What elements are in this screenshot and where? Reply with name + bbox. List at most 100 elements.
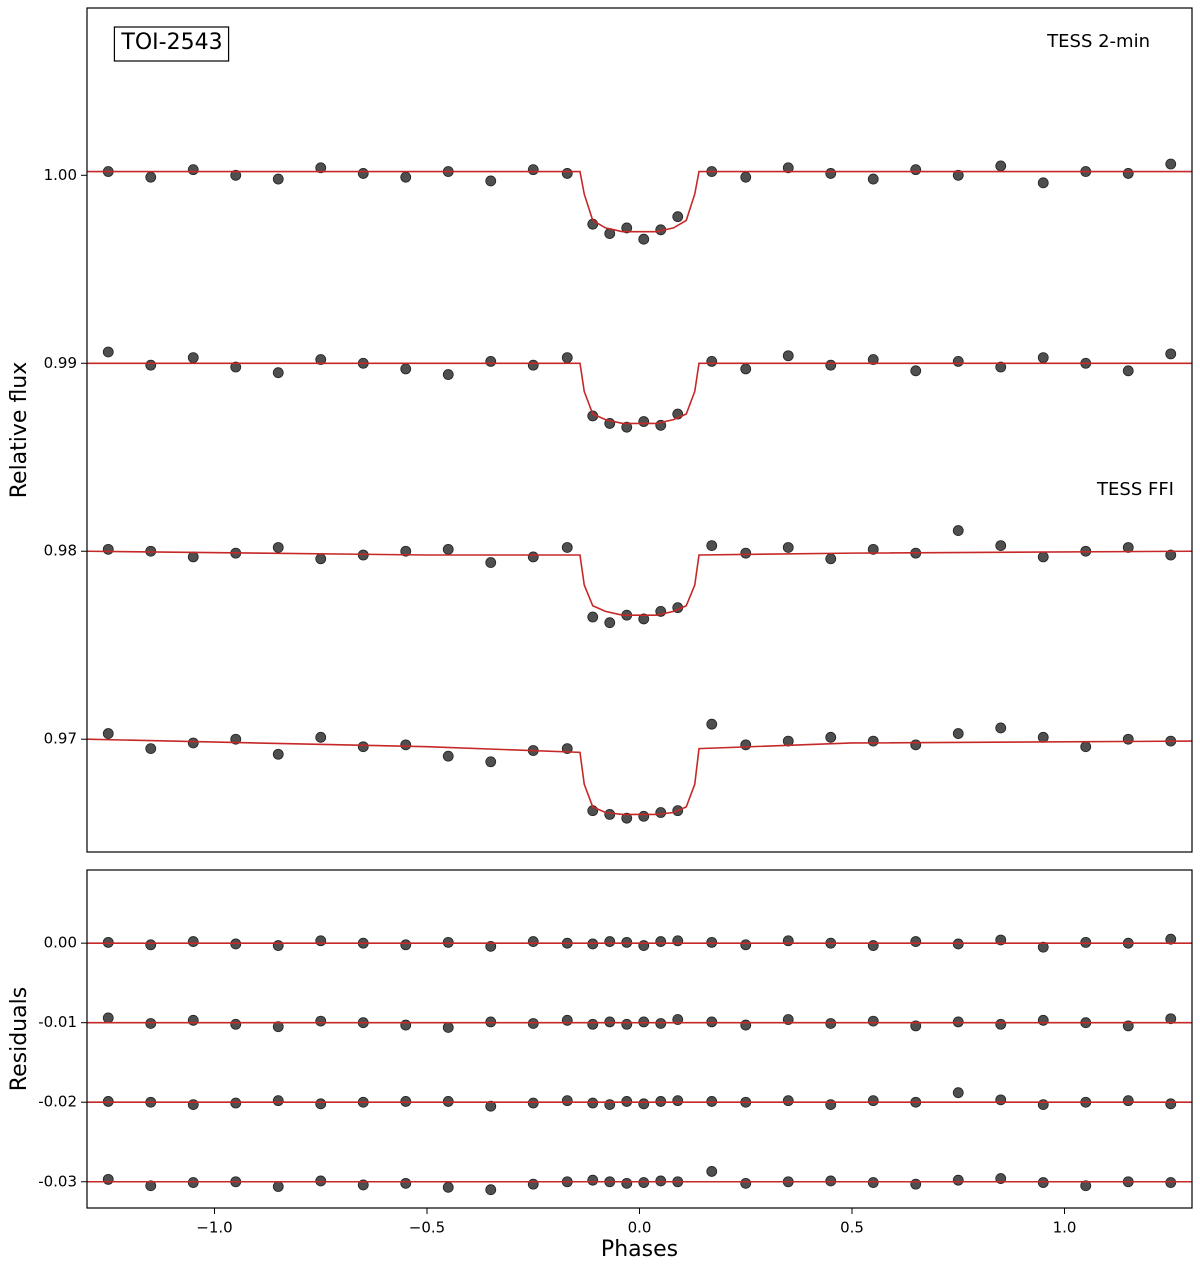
- x-tick-label: −1.0: [196, 1219, 232, 1237]
- binned-point: [604, 936, 616, 947]
- binned-point: [527, 551, 539, 563]
- binned-point: [1122, 1095, 1134, 1107]
- binned-point: [400, 171, 412, 183]
- binned-point: [740, 1019, 752, 1031]
- binned-point: [315, 553, 327, 565]
- binned-point: [740, 939, 752, 951]
- binned-point: [485, 175, 497, 187]
- binned-point: [315, 731, 327, 743]
- binned-point: [706, 1166, 718, 1177]
- binned-point: [102, 346, 114, 358]
- binned-point: [400, 939, 412, 951]
- binned-point: [706, 718, 718, 730]
- y-tick-label: 0.99: [44, 354, 77, 372]
- binned-point: [561, 542, 573, 553]
- y-tick-label: 0.98: [44, 542, 77, 560]
- binned-point: [867, 543, 879, 555]
- binned-point: [706, 540, 718, 552]
- binned-point: [527, 1178, 539, 1190]
- binned-point: [1122, 168, 1134, 179]
- binned-point: [952, 525, 964, 536]
- binned-point: [315, 354, 327, 365]
- binned-point: [655, 936, 667, 947]
- binned-point: [145, 743, 157, 755]
- binned-point: [272, 542, 284, 553]
- binned-point: [1122, 733, 1134, 745]
- binned-point: [867, 354, 879, 365]
- binned-point: [604, 617, 616, 629]
- binned-point: [672, 1095, 684, 1107]
- binned-point: [400, 1177, 412, 1189]
- dataset-label: TESS 2-min: [1046, 31, 1150, 52]
- x-tick-label: −0.5: [409, 1219, 445, 1237]
- plot-area: [87, 933, 1192, 1196]
- binned-point: [315, 162, 327, 174]
- binned-point: [867, 1095, 879, 1107]
- binned-point: [638, 810, 650, 822]
- x-axis-label: Phases: [601, 1237, 678, 1262]
- binned-point: [145, 1180, 157, 1192]
- binned-point: [1037, 352, 1049, 364]
- binned-point: [740, 363, 752, 375]
- binned-point: [485, 355, 497, 367]
- binned-point: [400, 545, 412, 557]
- x-tick-label: 1.0: [1053, 1219, 1077, 1237]
- binned-point: [527, 936, 539, 947]
- binned-point: [638, 416, 650, 427]
- binned-point: [910, 1178, 922, 1190]
- binned-point: [604, 809, 616, 820]
- binned-point: [102, 543, 114, 555]
- binned-point: [825, 553, 837, 565]
- binned-point: [587, 1174, 599, 1186]
- y-tick-label: 1.00: [44, 166, 77, 184]
- binned-point: [1037, 1099, 1049, 1111]
- binned-point: [825, 168, 837, 179]
- binned-point: [442, 1181, 454, 1193]
- binned-point: [485, 557, 497, 568]
- binned-point: [272, 748, 284, 760]
- binned-point: [400, 739, 412, 751]
- binned-point: [102, 728, 114, 739]
- binned-point: [782, 350, 794, 362]
- model-line: [87, 362, 1192, 425]
- binned-point: [995, 722, 1007, 734]
- binned-point: [442, 369, 454, 380]
- binned-point: [995, 160, 1007, 172]
- model-line: [87, 170, 1192, 233]
- binned-point: [315, 1015, 327, 1027]
- binned-point: [442, 543, 454, 555]
- binned-point: [1165, 158, 1177, 170]
- y-axis-label: Relative flux: [7, 362, 32, 499]
- binned-point: [740, 171, 752, 183]
- y-tick-label: -0.03: [38, 1172, 77, 1190]
- binned-point: [867, 940, 879, 951]
- binned-point: [952, 728, 964, 739]
- binned-point: [638, 233, 650, 245]
- target-label: TOI-2543: [120, 30, 222, 55]
- binned-point: [638, 940, 650, 951]
- binned-point: [1080, 741, 1092, 753]
- binned-point: [1037, 177, 1049, 189]
- binned-point: [187, 352, 199, 364]
- binned-point: [187, 164, 199, 176]
- binned-point: [1122, 365, 1134, 377]
- dataset-label: TESS FFI: [1096, 479, 1174, 500]
- binned-point: [740, 547, 752, 559]
- binned-point: [442, 750, 454, 762]
- binned-point: [1165, 348, 1177, 360]
- binned-point: [187, 1014, 199, 1026]
- binned-point: [272, 1021, 284, 1033]
- binned-point: [187, 551, 199, 563]
- binned-point: [825, 731, 837, 743]
- binned-point: [272, 1181, 284, 1192]
- binned-point: [187, 737, 199, 749]
- binned-point: [400, 363, 412, 375]
- binned-point: [638, 1098, 650, 1110]
- binned-point: [357, 168, 369, 179]
- binned-point: [145, 171, 157, 183]
- x-tick-label: 0.5: [840, 1219, 864, 1237]
- binned-point: [102, 1173, 114, 1185]
- binned-point: [910, 936, 922, 947]
- binned-point: [272, 173, 284, 185]
